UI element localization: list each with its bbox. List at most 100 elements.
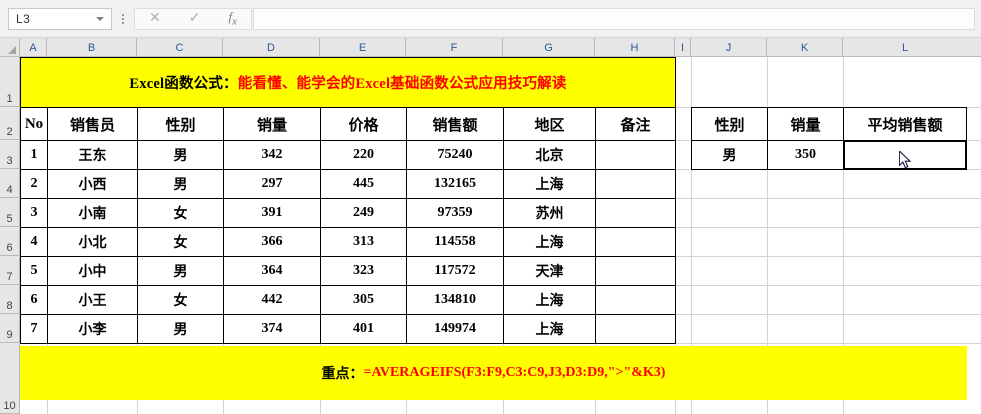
cell-amount[interactable]: 149974 <box>406 314 504 344</box>
col-header-I[interactable]: I <box>675 38 691 57</box>
cell-amount[interactable]: 75240 <box>406 140 504 170</box>
cell-region[interactable]: 上海 <box>503 285 596 315</box>
cell-no[interactable]: 4 <box>20 227 48 257</box>
col-header-J[interactable]: J <box>691 38 767 57</box>
select-all-corner[interactable] <box>0 38 20 57</box>
row-header-3[interactable]: 3 <box>0 140 20 169</box>
cell-region[interactable]: 苏州 <box>503 198 596 228</box>
crit-cell-avg[interactable] <box>843 140 967 170</box>
cell-remark[interactable] <box>595 285 676 315</box>
cell-name[interactable]: 小李 <box>47 314 138 344</box>
col-header-A[interactable]: A <box>20 38 47 57</box>
cell-qty[interactable]: 374 <box>223 314 321 344</box>
col-header-D[interactable]: D <box>223 38 320 57</box>
row-header-5[interactable]: 5 <box>0 198 20 227</box>
cell-name[interactable]: 小王 <box>47 285 138 315</box>
row-header-6[interactable]: 6 <box>0 227 20 256</box>
cell-amount[interactable]: 97359 <box>406 198 504 228</box>
cell-name[interactable]: 小南 <box>47 198 138 228</box>
note-banner[interactable]: 重点： =AVERAGEIFS(F3:F9,C3:C9,J3,D3:D9,">"&… <box>20 346 967 400</box>
title-banner[interactable]: Excel函数公式： 能看懂、能学会的Excel基础函数公式应用技巧解读 <box>20 57 676 108</box>
cell-region[interactable]: 上海 <box>503 169 596 199</box>
row-header-7[interactable]: 7 <box>0 256 20 285</box>
cell-no[interactable]: 2 <box>20 169 48 199</box>
cell-no[interactable]: 7 <box>20 314 48 344</box>
cell-amount[interactable]: 134810 <box>406 285 504 315</box>
col-header-K[interactable]: K <box>767 38 843 57</box>
cell-remark[interactable] <box>595 169 676 199</box>
th-gender[interactable]: 性别 <box>137 107 224 141</box>
cell-name[interactable]: 王东 <box>47 140 138 170</box>
cell-gender[interactable]: 男 <box>137 140 224 170</box>
cell-remark[interactable] <box>595 140 676 170</box>
row-header-1[interactable]: 1 <box>0 57 20 107</box>
th-no[interactable]: No <box>20 107 48 141</box>
row-header-4[interactable]: 4 <box>0 169 20 198</box>
th-qty[interactable]: 销量 <box>223 107 321 141</box>
cell-price[interactable]: 323 <box>320 256 407 286</box>
cell-qty[interactable]: 442 <box>223 285 321 315</box>
cell-region[interactable]: 上海 <box>503 314 596 344</box>
name-box[interactable]: L3 <box>8 7 112 30</box>
row-header-8[interactable]: 8 <box>0 285 20 314</box>
cell-gender[interactable]: 男 <box>137 169 224 199</box>
formula-bar-grip[interactable] <box>112 8 134 30</box>
formula-input[interactable] <box>253 7 975 30</box>
cell-no[interactable]: 6 <box>20 285 48 315</box>
crit-th-gender[interactable]: 性别 <box>691 107 768 141</box>
cell-gender[interactable]: 女 <box>137 285 224 315</box>
cell-gender[interactable]: 男 <box>137 314 224 344</box>
crit-cell-qty[interactable]: 350 <box>767 140 844 170</box>
th-remark[interactable]: 备注 <box>595 107 676 141</box>
col-header-F[interactable]: F <box>406 38 503 57</box>
cell-region[interactable]: 天津 <box>503 256 596 286</box>
cell-region[interactable]: 上海 <box>503 227 596 257</box>
sheet-surface[interactable]: Excel函数公式： 能看懂、能学会的Excel基础函数公式应用技巧解读 No 销… <box>20 57 981 414</box>
cell-name[interactable]: 小中 <box>47 256 138 286</box>
col-header-E[interactable]: E <box>320 38 406 57</box>
chevron-down-icon[interactable] <box>96 16 104 21</box>
th-price[interactable]: 价格 <box>320 107 407 141</box>
col-header-G[interactable]: G <box>503 38 595 57</box>
crit-cell-gender[interactable]: 男 <box>691 140 768 170</box>
cell-no[interactable]: 1 <box>20 140 48 170</box>
th-amount[interactable]: 销售额 <box>406 107 504 141</box>
cell-qty[interactable]: 364 <box>223 256 321 286</box>
cell-price[interactable]: 305 <box>320 285 407 315</box>
cell-amount[interactable]: 117572 <box>406 256 504 286</box>
cell-remark[interactable] <box>595 314 676 344</box>
cell-name[interactable]: 小北 <box>47 227 138 257</box>
cell-price[interactable]: 249 <box>320 198 407 228</box>
cell-qty[interactable]: 342 <box>223 140 321 170</box>
col-header-H[interactable]: H <box>595 38 675 57</box>
cell-no[interactable]: 3 <box>20 198 48 228</box>
col-header-B[interactable]: B <box>47 38 137 57</box>
cell-qty[interactable]: 366 <box>223 227 321 257</box>
row-header-9[interactable]: 9 <box>0 314 20 343</box>
fx-insert-function-icon[interactable]: fx <box>228 8 237 28</box>
cell-price[interactable]: 313 <box>320 227 407 257</box>
cell-amount[interactable]: 132165 <box>406 169 504 199</box>
cell-remark[interactable] <box>595 256 676 286</box>
cell-price[interactable]: 401 <box>320 314 407 344</box>
crit-th-qty[interactable]: 销量 <box>767 107 844 141</box>
cell-qty[interactable]: 297 <box>223 169 321 199</box>
row-header-10[interactable]: 10 <box>0 343 20 414</box>
cell-name[interactable]: 小西 <box>47 169 138 199</box>
cancel-x-icon[interactable]: ✕ <box>149 10 161 26</box>
confirm-check-icon[interactable]: ✓ <box>188 10 201 26</box>
cell-gender[interactable]: 女 <box>137 198 224 228</box>
th-name[interactable]: 销售员 <box>47 107 138 141</box>
cell-amount[interactable]: 114558 <box>406 227 504 257</box>
cell-price[interactable]: 445 <box>320 169 407 199</box>
cell-gender[interactable]: 男 <box>137 256 224 286</box>
cell-remark[interactable] <box>595 227 676 257</box>
col-header-C[interactable]: C <box>137 38 223 57</box>
cell-remark[interactable] <box>595 198 676 228</box>
row-header-2[interactable]: 2 <box>0 107 20 140</box>
col-header-L[interactable]: L <box>901 41 909 54</box>
cell-gender[interactable]: 女 <box>137 227 224 257</box>
th-region[interactable]: 地区 <box>503 107 596 141</box>
cell-no[interactable]: 5 <box>20 256 48 286</box>
cell-qty[interactable]: 391 <box>223 198 321 228</box>
